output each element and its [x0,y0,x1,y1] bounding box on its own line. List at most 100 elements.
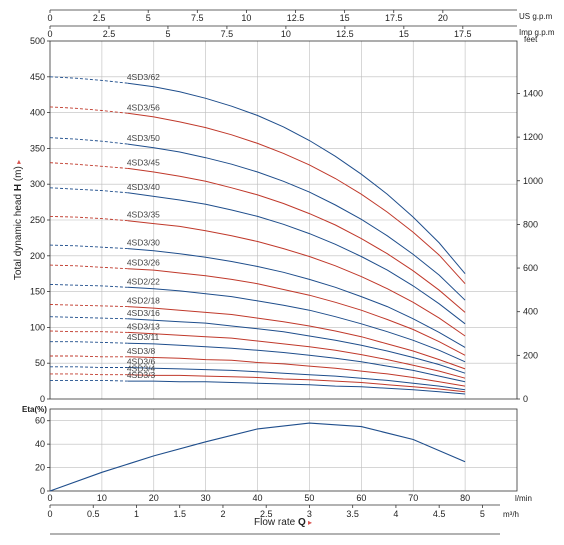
head-y-tick-label: 200 [30,251,45,261]
head-y-tick-label: 300 [30,179,45,189]
m3h-tick-label: 3.5 [346,509,359,519]
flow-rate-label: Flow rate Q ▸ [254,517,312,528]
head-y-tick-label: 250 [30,215,45,225]
head-curve-dashed [50,341,128,344]
head-y-tick-label: 350 [30,143,45,153]
head-curve [127,192,466,325]
head-curve-dashed [49,106,128,114]
head-curve-dashed [49,162,128,169]
head-curve [127,286,466,363]
feet-y-tick-label: 800 [523,219,538,229]
head-curve [127,367,466,391]
curve-label: 4SD3/4 [127,364,156,374]
impgpm-tick-label: 7.5 [221,29,234,39]
head-curve [127,306,466,370]
head-y-tick-label: 400 [30,108,45,118]
lmin-tick-label: 30 [201,493,211,503]
feet-y-ticks: 0 200 400 600 800 1000 1200 1400 [517,88,543,404]
head-y-axis-title: Total dynamic head H (m) ▸ [13,160,24,280]
feet-y-tick-label: 0 [523,394,528,404]
head-curve-dashed [49,76,128,84]
m3h-tick-label: 5 [480,509,485,519]
m3h-tick-label: 2.5 [260,509,273,519]
head-curve [127,356,466,387]
head-curve-dashed [49,187,128,194]
lmin-tick-label: 20 [149,493,159,503]
curve-label: 4SD3/40 [127,182,160,192]
head-curve-dashed [50,379,128,382]
head-curve-dashed [50,366,128,368]
curve-label: 4SD3/11 [127,332,160,342]
usgpm-tick-label: 7.5 [191,13,204,23]
feet-axis-label: feet [524,35,538,44]
feet-y-tick-label: 200 [523,350,538,360]
curve-label: 4SD3/45 [127,157,160,167]
curve-label: 4SD3/3 [127,370,156,380]
curve-label: 4SD2/18 [127,296,160,306]
eta-y-tick-label: 40 [35,439,45,449]
lmin-tick-label: 50 [304,493,314,503]
head-y-tick-label: 450 [30,72,45,82]
usgpm-tick-label: 20 [438,13,448,23]
eta-grid [50,409,517,491]
head-curve [127,82,466,275]
impgpm-label: Imp g.p.m [519,28,555,37]
flow-rate-symbol: Q [298,517,306,528]
head-y-axis-prefix: Total dynamic head [13,191,24,280]
head-curve-dashed [49,264,128,270]
head-curve-dashed [49,316,128,320]
usgpm-tick-label: 15 [340,13,350,23]
head-curve [127,167,466,313]
m3h-tick-label: 1 [134,509,139,519]
lmin-tick-label: 70 [408,493,418,503]
eta-axis-label: Eta(%) [22,405,47,414]
curve-label: 4SD3/62 [127,72,160,82]
head-curve-dashed [49,215,128,222]
head-y-tick-label: 50 [35,358,45,368]
head-curve [127,380,466,395]
m3h-tick-label: 2 [220,509,225,519]
usgpm-tick-label: 17.5 [385,13,403,23]
impgpm-tick-label: 17.5 [454,29,472,39]
head-curve-dashed [49,137,128,145]
head-y-tick-label: 0 [40,394,45,404]
usgpm-tick-label: 2.5 [93,13,106,23]
head-curve [127,342,466,383]
curve-label: 4SD3/30 [127,238,160,248]
head-curve [127,112,466,285]
impgpm-tick-label: 0 [47,29,52,39]
lmin-tick-label: 0 [47,493,52,503]
head-curve [127,143,466,301]
usgpm-tick-label: 5 [146,13,151,23]
usgpm-tick-label: 12.5 [287,13,305,23]
curve-label: 4SD3/56 [127,102,160,112]
head-y-axis-symbol: H [13,184,24,191]
eta-curve-line [49,422,466,492]
impgpm-tick-label: 12.5 [336,29,354,39]
eta-y-tick-label: 60 [35,416,45,426]
usgpm-tick-label: 10 [241,13,251,23]
flow-rate-prefix: Flow rate [254,517,298,528]
head-y-tick-label: 150 [30,287,45,297]
lmin-tick-label: 10 [97,493,107,503]
head-curve [127,220,466,337]
head-curve [127,331,466,379]
lmin-label: l/min [515,494,532,503]
eta-curve [49,422,466,492]
lmin-tick-label: 80 [460,493,470,503]
m3h-tick-label: 0.5 [87,509,100,519]
usgpm-tick-label: 0 [47,13,52,23]
head-grid [50,41,517,399]
head-y-axis-unit: (m) [13,166,24,184]
eta-y-tick-label: 0 [40,486,45,496]
head-curve [127,248,466,348]
m3h-label: m³/h [503,510,519,519]
head-curve-dashed [50,373,128,376]
bottom-flow-axes: 0 10 20 30 40 50 60 70 80 l/min 0 0.5 1 1.5 2 2.5 3 3.5 4 4… [47,493,531,519]
head-y-tick-label: 100 [30,322,45,332]
m3h-tick-label: 1.5 [173,509,186,519]
top-flow-axes: 0 2.5 5 7.5 10 12.5 15 17.5 20 US g.p.m 0 2.5 5 7.5 10… [47,9,555,39]
feet-y-tick-label: 1000 [523,176,543,186]
head-curve-dashed [49,330,128,333]
lmin-tick-label: 40 [253,493,263,503]
